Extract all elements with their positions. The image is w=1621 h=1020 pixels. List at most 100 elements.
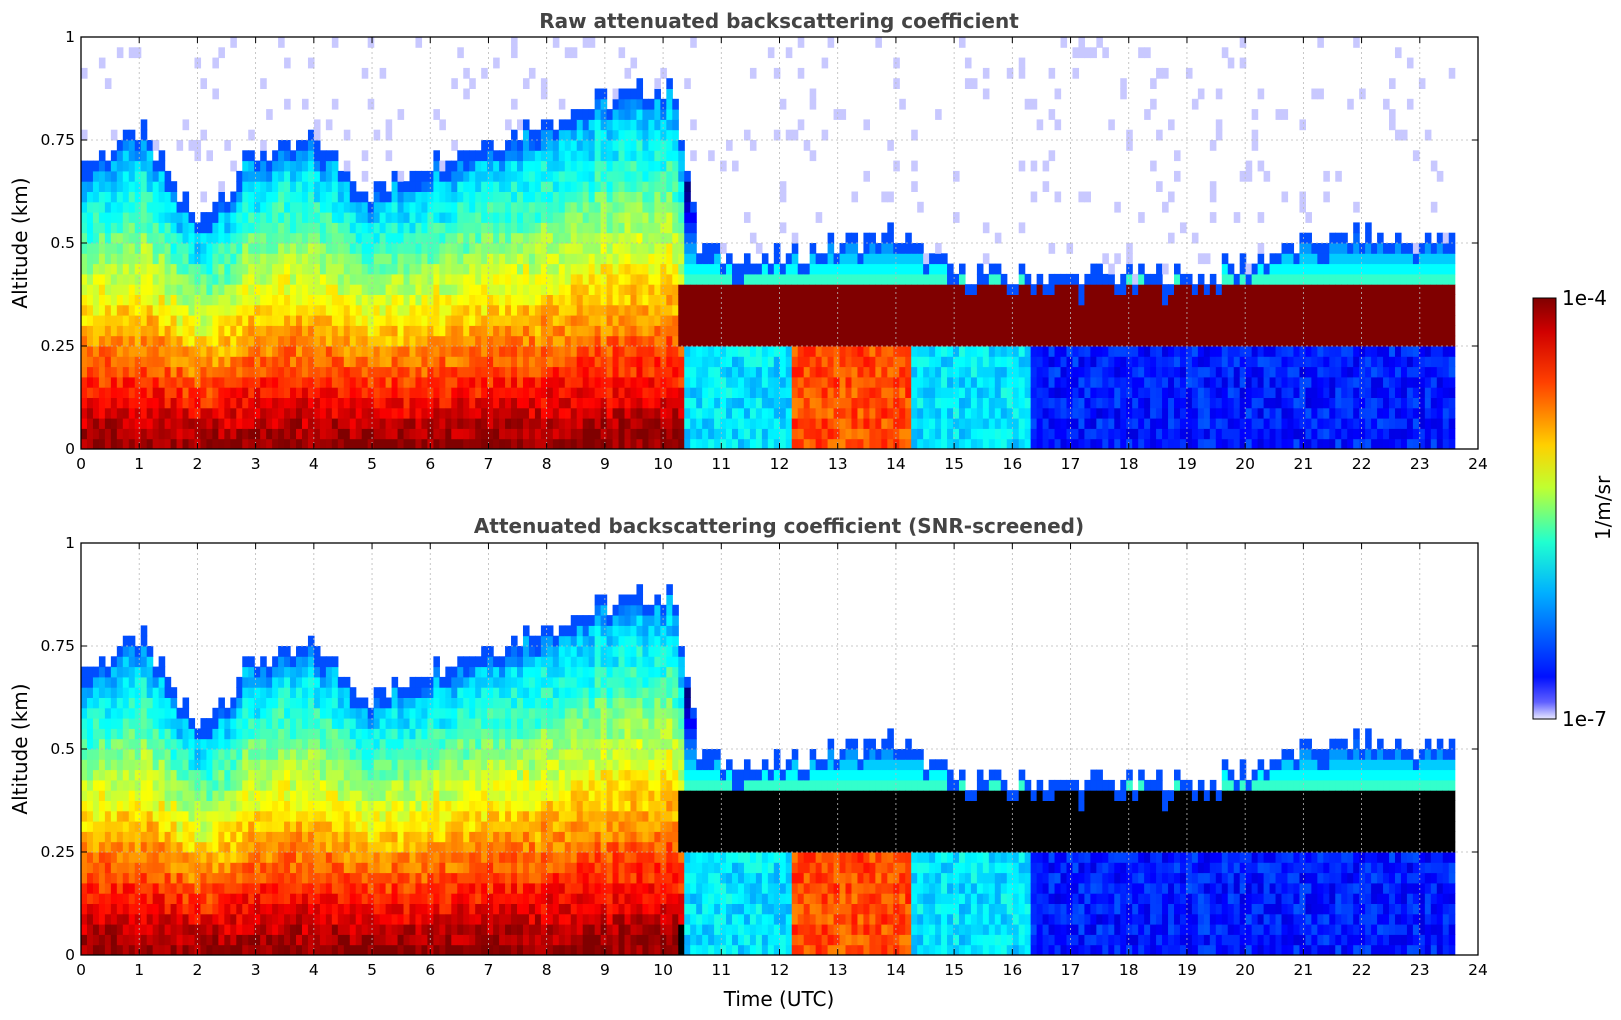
heatmap-cell — [81, 284, 88, 295]
heatmap-cell — [331, 366, 339, 378]
heatmap-cell — [546, 335, 554, 347]
heatmap-cell — [397, 212, 405, 223]
heatmap-cell — [1042, 428, 1050, 440]
heatmap-cell — [493, 160, 500, 172]
heatmap-cell — [642, 212, 650, 223]
heatmap-cell — [1054, 335, 1062, 347]
heatmap-cell — [1012, 407, 1020, 419]
heatmap-cell — [445, 325, 452, 337]
heatmap-cell — [612, 243, 620, 254]
heatmap-cell — [576, 346, 584, 357]
heatmap-cell — [534, 325, 542, 337]
heatmap-cell — [1018, 346, 1026, 357]
heatmap-cell — [564, 119, 572, 131]
heatmap-cell — [672, 119, 679, 131]
heatmap-cell — [618, 181, 626, 192]
heatmap-cell — [505, 160, 512, 172]
heatmap-cell — [1006, 438, 1014, 449]
heatmap-cell — [911, 294, 918, 306]
heatmap-cell — [1251, 304, 1259, 316]
heatmap-cell — [947, 366, 954, 378]
heatmap-cell — [1150, 315, 1157, 326]
heatmap-cell — [110, 273, 118, 285]
heatmap-cell — [397, 438, 405, 449]
heatmap-cell — [242, 315, 249, 326]
heatmap-cell — [176, 356, 184, 368]
heatmap-cell — [708, 438, 715, 449]
heatmap-cell — [511, 356, 518, 368]
heatmap-cell — [905, 387, 912, 398]
heatmap-cell — [1060, 428, 1068, 440]
heatmap-cell — [767, 428, 775, 440]
heatmap-cell — [242, 232, 249, 244]
heatmap-cell — [660, 294, 667, 306]
heatmap-cell — [540, 170, 548, 182]
heatmap-cell — [1257, 212, 1265, 223]
heatmap-cell — [128, 304, 136, 316]
heatmap-cell — [970, 438, 978, 449]
heatmap-cell — [224, 376, 231, 388]
heatmap-cell — [1054, 346, 1062, 357]
heatmap-cell — [941, 325, 948, 337]
heatmap-cell — [284, 160, 291, 172]
heatmap-cell — [522, 304, 530, 316]
heatmap-cell — [206, 418, 213, 429]
heatmap-cell — [248, 222, 255, 234]
heatmap-cell — [110, 243, 118, 254]
heatmap-cell — [481, 201, 488, 213]
heatmap-cell — [570, 47, 578, 59]
heatmap-cell — [773, 356, 781, 368]
heatmap-cell — [1239, 407, 1247, 419]
heatmap-cell — [1048, 150, 1056, 162]
heatmap-cell — [803, 304, 811, 316]
heatmap-cell — [158, 335, 166, 347]
heatmap-cell — [224, 366, 231, 378]
heatmap-cell — [110, 325, 118, 337]
heatmap-cell — [827, 407, 835, 419]
heatmap-cell — [1132, 294, 1139, 306]
heatmap-cell — [134, 150, 142, 162]
heatmap-cell — [1012, 304, 1020, 316]
heatmap-cell — [367, 356, 375, 368]
heatmap-cell — [1072, 273, 1080, 285]
heatmap-cell — [947, 346, 954, 357]
heatmap-cell — [481, 366, 488, 378]
heatmap-cell — [158, 376, 166, 388]
heatmap-cell — [1078, 191, 1086, 203]
heatmap-cell — [726, 346, 733, 357]
heatmap-cell — [433, 418, 440, 429]
heatmap-cell — [415, 253, 423, 265]
heatmap-cell — [403, 263, 411, 275]
heatmap-cell — [654, 129, 661, 141]
heatmap-cell — [457, 263, 464, 275]
heatmap-cell — [1233, 397, 1241, 409]
heatmap-cell — [702, 438, 709, 449]
heatmap-cell — [546, 376, 554, 388]
heatmap-cell — [391, 438, 399, 449]
heatmap-cell — [606, 243, 614, 254]
heatmap-cell — [164, 346, 172, 357]
heatmap-cell — [761, 325, 769, 337]
heatmap-cell — [1006, 376, 1014, 388]
heatmap-cell — [660, 243, 667, 254]
heatmap-cell — [319, 397, 327, 409]
heatmap-cell — [630, 181, 638, 192]
heatmap-cell — [260, 243, 267, 254]
heatmap-cell — [182, 253, 190, 265]
heatmap-cell — [206, 232, 213, 244]
heatmap-cell — [558, 212, 566, 223]
heatmap-cell — [618, 88, 626, 100]
heatmap-cell — [1102, 273, 1109, 285]
heatmap-cell — [1054, 356, 1062, 368]
heatmap-cell — [654, 201, 661, 213]
heatmap-cell — [104, 346, 112, 357]
heatmap-cell — [905, 263, 912, 275]
heatmap-cell — [481, 170, 488, 182]
heatmap-cell — [331, 222, 339, 234]
heatmap-cell — [1215, 376, 1223, 388]
heatmap-cell — [684, 78, 691, 89]
heatmap-cell — [696, 418, 703, 429]
heatmap-cell — [313, 284, 321, 295]
heatmap-cell — [708, 346, 715, 357]
heatmap-cell — [654, 284, 661, 295]
